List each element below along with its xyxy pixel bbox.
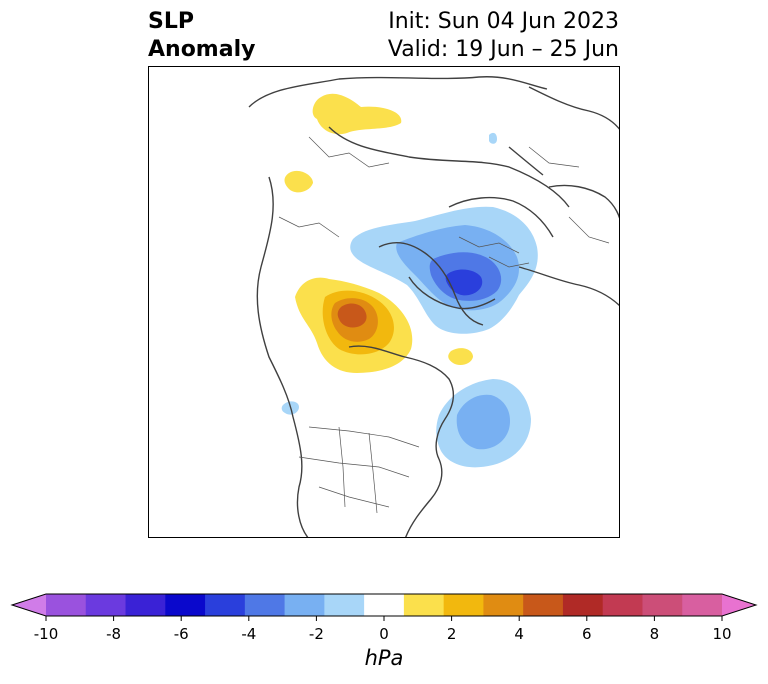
negative-anomaly-siberia-small — [489, 132, 497, 144]
colorbar-segment — [125, 594, 166, 616]
colorbar-tick-label: -6 — [173, 625, 189, 643]
anomaly-layer — [281, 93, 538, 468]
colorbar-tick-label: 2 — [446, 625, 457, 643]
positive-anomaly-kamchatka — [284, 170, 313, 193]
colorbar-segment — [244, 594, 286, 616]
negative-anomaly-europe-l4 — [445, 269, 483, 296]
colorbar-segment — [523, 594, 564, 616]
init-date: Init: Sun 04 Jun 2023 — [388, 9, 619, 34]
colorbar-tick-label: 0 — [379, 625, 389, 643]
colorbar-tick-label: -4 — [241, 625, 257, 643]
colorbar-extend-max — [722, 594, 756, 616]
colorbar-segment — [562, 594, 604, 616]
map-svg — [248, 76, 619, 537]
colorbar-extend-min — [12, 594, 46, 616]
map-title: SLP Anomaly — [148, 8, 255, 64]
country-borders — [278, 136, 610, 514]
colorbar-segment — [403, 594, 445, 616]
positive-anomaly-greenland-south — [448, 348, 473, 365]
colorbar-tick-label: -2 — [308, 625, 324, 643]
colorbar-segment — [205, 594, 246, 616]
valid-date: Valid: 19 Jun – 25 Jun — [387, 37, 619, 62]
colorbar-tick-label: -10 — [33, 625, 59, 643]
colorbar-segment — [483, 594, 524, 616]
colorbar-segment — [46, 594, 87, 616]
anomaly-map — [148, 66, 620, 538]
title-line-1: SLP — [148, 9, 194, 34]
title-line-2: Anomaly — [148, 37, 256, 62]
colorbar-tick-label: 4 — [514, 625, 524, 643]
colorbar-tick-label: -8 — [106, 625, 122, 643]
negative-anomaly-atlantic-l2 — [456, 394, 511, 450]
positive-anomaly-east-siberia — [312, 93, 402, 135]
colorbar-segment — [602, 594, 643, 616]
colorbar-segment — [642, 594, 683, 616]
positive-anomaly-alaska-yukon-l4 — [337, 303, 367, 328]
colorbar — [0, 588, 768, 678]
colorbar-segment — [682, 594, 723, 616]
colorbar-tick-label: 10 — [712, 625, 732, 643]
colorbar-segment — [85, 594, 127, 616]
colorbar-tick-label: 8 — [649, 625, 660, 643]
colorbar-svg — [10, 593, 758, 621]
colorbar-unit: hPa — [364, 646, 404, 670]
coastlines — [248, 76, 619, 537]
colorbar-tick-label: 6 — [582, 625, 592, 643]
forecast-dates: Init: Sun 04 Jun 2023 Valid: 19 Jun – 25… — [388, 8, 619, 64]
colorbar-segment — [364, 594, 405, 616]
colorbar-segment — [284, 594, 325, 616]
colorbar-segment — [324, 594, 365, 616]
colorbar-segment — [165, 594, 206, 616]
colorbar-segment — [443, 594, 484, 616]
